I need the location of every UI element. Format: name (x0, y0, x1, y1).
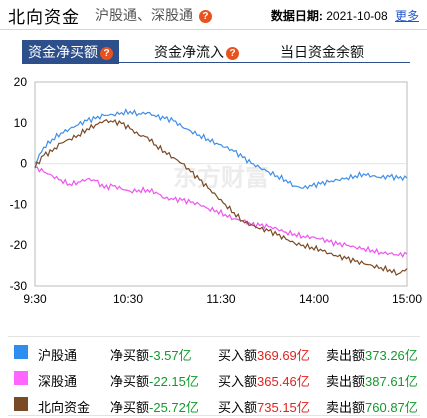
legend-swatch-sz[interactable] (14, 371, 28, 385)
legend-sell: 卖出额387.61亿 (326, 371, 418, 390)
sell-label: 卖出额 (326, 374, 366, 389)
help-icon[interactable]: ? (198, 10, 212, 23)
legend-net: 净买额-25.72亿 (110, 397, 199, 416)
market-links[interactable]: 沪股通、深股通 ? (95, 5, 212, 25)
series-line-2 (34, 118, 408, 276)
more-link[interactable]: 更多 (394, 9, 419, 23)
series-line-1 (34, 166, 408, 258)
buy-value: 365.46亿 (257, 374, 310, 389)
help-icon[interactable]: ? (100, 47, 113, 60)
legend-sell: 卖出额760.87亿 (326, 397, 418, 416)
legend-swatch-north[interactable] (14, 397, 28, 411)
legend-name: 北向资金 (38, 400, 91, 415)
tab-underline (22, 62, 410, 63)
buy-value: 735.15亿 (257, 400, 310, 415)
x-tick-label: 10:30 (113, 292, 143, 306)
legend-buy: 买入额735.15亿 (218, 397, 310, 416)
buy-value: 369.69亿 (257, 348, 310, 363)
net-value: -22.15亿 (149, 374, 199, 389)
sell-value: 387.61亿 (365, 374, 418, 389)
net-value: -3.57亿 (149, 348, 192, 363)
date-value: 2021-10-08 (326, 9, 388, 23)
tab-net-buy-label: 资金净买额 (28, 44, 98, 60)
northbound-chart[interactable]: 东方财富 20 10 0 -10 -20 -309:30 10:30 11:30 14:00 15:… (0, 72, 427, 312)
legend-net: 净买额-22.15亿 (110, 371, 199, 390)
legend-sell: 卖出额373.26亿 (326, 345, 418, 364)
legend-row-sh: 沪股通 净买额-3.57亿 买入额369.69亿 卖出额373.26亿 (8, 340, 420, 366)
legend-name: 深股通 (38, 374, 78, 389)
sell-value: 760.87亿 (365, 400, 418, 415)
y-tick-label: -30 (10, 279, 28, 293)
y-tick-label: 10 (14, 116, 28, 130)
market-links-label[interactable]: 沪股通、深股通 (95, 7, 193, 23)
sell-value: 373.26亿 (365, 348, 418, 363)
y-tick-label: -10 (10, 197, 28, 211)
tab-net-inflow[interactable]: 资金净流入? (154, 40, 239, 64)
net-value: -25.72亿 (149, 400, 199, 415)
buy-label: 买入额 (218, 374, 258, 389)
plot-frame (34, 81, 408, 287)
tab-bar: 资金净买额? 资金净流入? 当日资金余额 (0, 40, 427, 64)
x-tick-label: 9:30 (23, 292, 47, 306)
page-title: 北向资金 (8, 8, 80, 27)
buy-label: 买入额 (218, 348, 258, 363)
header-divider (0, 29, 427, 30)
legend-row-sz: 深股通 净买额-22.15亿 买入额365.46亿 卖出额387.61亿 (8, 366, 420, 392)
x-tick-label: 15:00 (392, 292, 422, 306)
watermark: 东方财富 (173, 164, 269, 192)
header: 北向资金 沪股通、深股通 ? 数据日期: 2021-10-08 更多 (0, 0, 427, 30)
legend-row-north: 北向资金 净买额-25.72亿 买入额735.15亿 卖出额760.87亿 (8, 392, 420, 418)
buy-label: 买入额 (218, 400, 258, 415)
tab-net-buy[interactable]: 资金净买额? (22, 40, 119, 64)
date-label: 数据日期: (270, 9, 323, 23)
net-label: 净买额 (110, 374, 150, 389)
sell-label: 卖出额 (326, 348, 366, 363)
net-label: 净买额 (110, 400, 150, 415)
x-tick-label: 11:30 (206, 292, 235, 306)
tab-daily-balance-label: 当日资金余额 (280, 44, 364, 60)
net-label: 净买额 (110, 348, 150, 363)
legend-name: 沪股通 (38, 348, 78, 363)
legend-swatch-sh[interactable] (14, 345, 28, 359)
legend-net: 净买额-3.57亿 (110, 345, 192, 364)
legend-buy: 买入额365.46亿 (218, 371, 310, 390)
y-tick-label: 20 (14, 75, 28, 89)
x-tick-label: 14:00 (299, 292, 329, 306)
y-tick-label: -20 (10, 238, 28, 252)
legend-buy: 买入额369.69亿 (218, 345, 310, 364)
series-line-0 (34, 108, 408, 190)
sell-label: 卖出额 (326, 400, 366, 415)
y-tick-label: 0 (20, 157, 27, 171)
help-icon[interactable]: ? (226, 47, 239, 60)
date-area: 数据日期: 2021-10-08 更多 (271, 7, 419, 24)
tab-daily-balance[interactable]: 当日资金余额 (280, 40, 364, 64)
tab-net-inflow-label: 资金净流入 (154, 44, 224, 60)
